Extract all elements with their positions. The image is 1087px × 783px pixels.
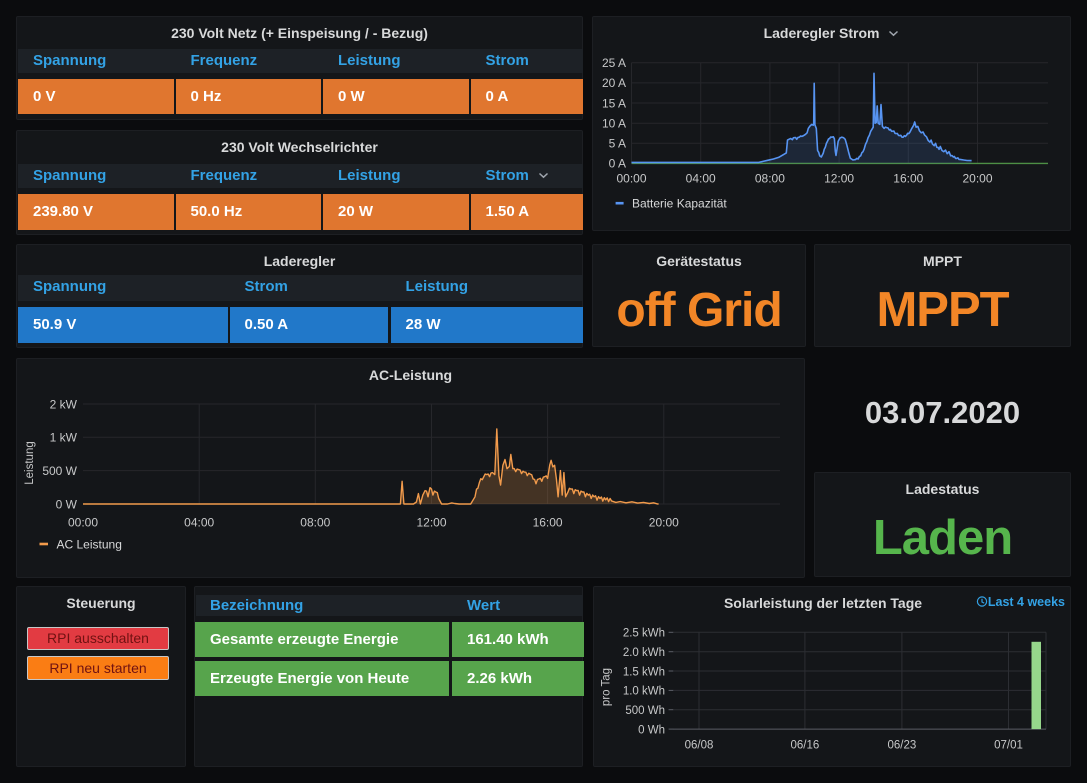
svg-text:25 A: 25 A xyxy=(602,56,626,70)
svg-text:16:00: 16:00 xyxy=(533,515,563,529)
svg-text:16:00: 16:00 xyxy=(893,172,923,186)
svg-text:1.5 kWh: 1.5 kWh xyxy=(623,666,665,678)
svg-text:AC Leistung: AC Leistung xyxy=(57,537,122,551)
svg-text:08:00: 08:00 xyxy=(300,515,330,529)
svg-text:06/08: 06/08 xyxy=(685,740,714,752)
svg-text:2.5 kWh: 2.5 kWh xyxy=(623,628,665,640)
svg-text:08:00: 08:00 xyxy=(755,172,785,186)
svg-text:00:00: 00:00 xyxy=(616,172,646,186)
svg-text:5 A: 5 A xyxy=(609,137,626,151)
svg-text:15 A: 15 A xyxy=(602,96,626,110)
svg-text:Leistung: Leistung xyxy=(24,441,36,484)
svg-text:500 Wh: 500 Wh xyxy=(625,705,665,717)
svg-text:20:00: 20:00 xyxy=(962,172,992,186)
svg-text:2 kW: 2 kW xyxy=(50,397,78,411)
svg-text:07/01: 07/01 xyxy=(994,740,1023,752)
svg-text:04:00: 04:00 xyxy=(184,515,214,529)
svg-text:06/23: 06/23 xyxy=(888,740,917,752)
svg-text:20:00: 20:00 xyxy=(649,515,679,529)
svg-text:10 A: 10 A xyxy=(602,117,626,131)
svg-text:Last 4 weeks: Last 4 weeks xyxy=(988,595,1065,609)
svg-text:1 kW: 1 kW xyxy=(50,431,78,445)
svg-text:1.0 kWh: 1.0 kWh xyxy=(623,686,665,698)
svg-text:Batterie Kapazität: Batterie Kapazität xyxy=(632,197,727,211)
svg-text:0 Wh: 0 Wh xyxy=(638,724,665,736)
svg-text:20 A: 20 A xyxy=(602,76,626,90)
svg-text:04:00: 04:00 xyxy=(686,172,716,186)
svg-text:pro Tag: pro Tag xyxy=(601,668,613,706)
svg-text:12:00: 12:00 xyxy=(824,172,854,186)
svg-text:06/16: 06/16 xyxy=(791,740,820,752)
svg-text:500 W: 500 W xyxy=(42,464,77,478)
svg-text:2.0 kWh: 2.0 kWh xyxy=(623,647,665,659)
svg-text:0 W: 0 W xyxy=(56,497,78,511)
svg-text:00:00: 00:00 xyxy=(68,515,98,529)
svg-text:0 A: 0 A xyxy=(609,157,626,171)
svg-text:12:00: 12:00 xyxy=(416,515,446,529)
